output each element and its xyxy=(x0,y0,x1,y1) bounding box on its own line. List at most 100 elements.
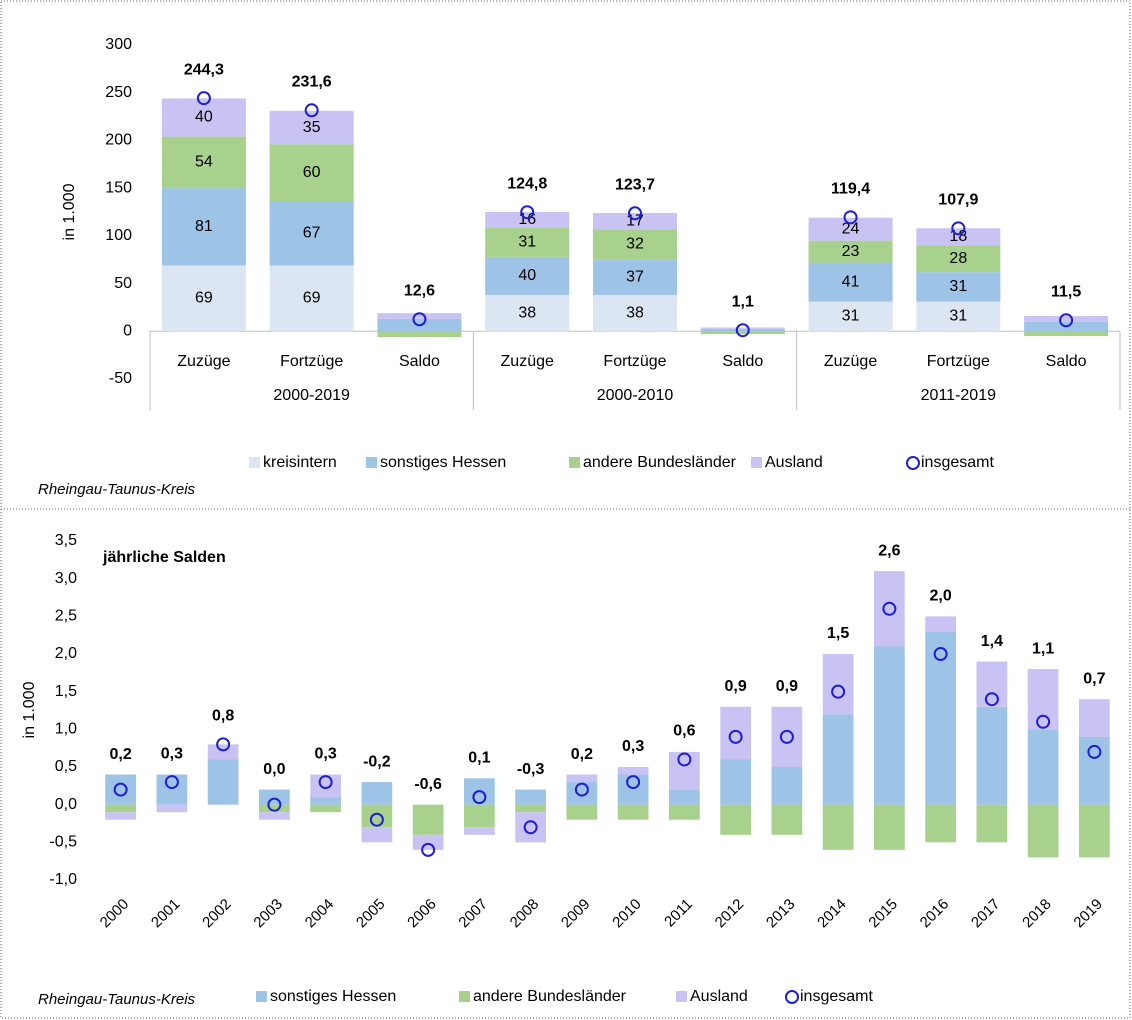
y-tick-label: -1,0 xyxy=(49,871,77,888)
bar-segment xyxy=(412,834,444,850)
total-label: 244,3 xyxy=(184,61,224,78)
total-label: 0,2 xyxy=(571,746,593,763)
bar-segment xyxy=(916,272,1001,302)
bar-segment xyxy=(976,661,1008,707)
total-label: -0,3 xyxy=(517,761,545,778)
bar-segment xyxy=(1079,804,1110,858)
bar-segment xyxy=(464,827,495,835)
bar-segment xyxy=(592,212,678,230)
bar-segment xyxy=(916,301,1001,332)
legend-swatch xyxy=(366,457,377,468)
segment-label: 31 xyxy=(842,308,860,325)
x-tick-label: 2008 xyxy=(507,896,543,932)
total-label: 0,3 xyxy=(161,745,183,762)
bar-segment xyxy=(617,774,649,805)
bar-segment xyxy=(269,144,354,202)
bar-segment xyxy=(485,295,570,332)
total-label: 0,6 xyxy=(673,723,695,740)
bar-segment xyxy=(310,774,341,798)
legend-swatch xyxy=(569,457,580,468)
x-tick-label: 2007 xyxy=(455,896,491,932)
bar-segment xyxy=(361,804,393,828)
bar-segment xyxy=(412,804,444,835)
total-marker xyxy=(882,601,897,616)
segment-label: 35 xyxy=(303,119,321,136)
bar-segment xyxy=(592,259,678,296)
bar-segment xyxy=(720,804,751,835)
legend-label: insgesamt xyxy=(800,988,873,1005)
bar-segment xyxy=(156,804,188,813)
bar-segment xyxy=(566,774,598,783)
bar-segment xyxy=(617,767,649,775)
legend-label: sonstiges Hessen xyxy=(380,454,506,471)
x-tick-label: 2016 xyxy=(917,896,953,932)
total-label: 0,3 xyxy=(622,738,644,755)
total-label: 119,4 xyxy=(831,181,870,198)
total-marker xyxy=(735,323,750,338)
bar-segment xyxy=(485,227,570,257)
total-label: 0,9 xyxy=(725,678,747,695)
bar-segment xyxy=(207,759,239,805)
total-label: 11,5 xyxy=(1051,284,1081,301)
bar-segment xyxy=(515,789,546,805)
segment-label: 32 xyxy=(626,236,644,253)
total-marker xyxy=(831,684,846,699)
bar-segment xyxy=(269,201,354,266)
segment-label: 28 xyxy=(949,250,967,267)
segment-label: 24 xyxy=(842,220,860,237)
bar-segment xyxy=(161,265,246,332)
group-label: 2011-2019 xyxy=(921,387,996,404)
y-tick-label: 100 xyxy=(105,227,132,244)
bar-segment xyxy=(161,136,246,189)
bar-segment xyxy=(207,744,239,760)
total-marker xyxy=(984,692,999,707)
total-marker xyxy=(677,752,692,767)
bar-segment xyxy=(1027,804,1059,858)
legend-label: kreisintern xyxy=(263,454,337,471)
bar-segment xyxy=(1079,699,1110,737)
bar-segment xyxy=(771,767,803,805)
legend-marker xyxy=(785,990,799,1004)
total-label: 2,6 xyxy=(878,542,900,559)
y-tick-label: 3,5 xyxy=(55,532,77,549)
y-tick-label: 1,5 xyxy=(55,683,77,700)
y-tick-label: 250 xyxy=(105,84,132,101)
x-tick-label: 2012 xyxy=(712,896,748,932)
x-tick-label: 2019 xyxy=(1070,896,1106,932)
segment-label: 69 xyxy=(195,290,213,307)
total-marker xyxy=(1059,313,1074,328)
legend-swatch xyxy=(751,457,762,468)
bar-segment xyxy=(720,759,751,805)
bar-segment xyxy=(259,789,290,805)
y-tick-label: 200 xyxy=(105,132,132,149)
segment-label: 40 xyxy=(195,109,213,126)
bar-segment xyxy=(592,295,678,332)
segment-label: 81 xyxy=(195,218,213,235)
bar-segment xyxy=(1024,316,1109,322)
legend-label: Ausland xyxy=(690,988,748,1005)
segment-label: 37 xyxy=(626,269,644,286)
total-marker xyxy=(304,103,319,118)
x-tick-label: Zuzüge xyxy=(177,353,230,370)
bar-segment xyxy=(515,812,546,843)
y-tick-label: 50 xyxy=(114,275,132,292)
bar-segment xyxy=(669,804,700,820)
bar-segment xyxy=(361,782,393,805)
total-label: 1,4 xyxy=(981,633,1003,650)
segment-label: 31 xyxy=(518,233,536,250)
x-tick-label: 2010 xyxy=(609,896,645,932)
y-tick-label: 0,0 xyxy=(55,796,77,813)
x-tick-label: Saldo xyxy=(399,353,440,370)
total-marker xyxy=(421,842,436,857)
bar-segment xyxy=(377,313,462,319)
bar-segment xyxy=(976,706,1008,805)
group-label: 2000-2019 xyxy=(273,387,350,404)
total-marker xyxy=(412,312,427,327)
y-tick-label: -50 xyxy=(109,370,132,387)
total-marker xyxy=(216,737,231,752)
group-label: 2000-2010 xyxy=(597,387,674,404)
total-label: 0,8 xyxy=(212,708,234,725)
legend-label: andere Bundesländer xyxy=(473,988,627,1005)
bar-segment xyxy=(1079,736,1110,805)
